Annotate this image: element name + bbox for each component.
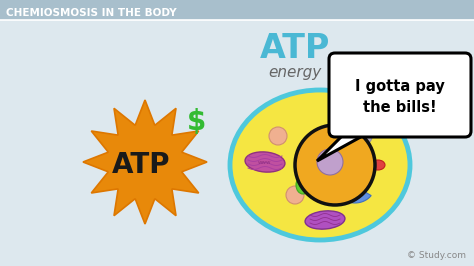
Bar <box>0 0 474 20</box>
Circle shape <box>286 186 304 204</box>
Text: ATP: ATP <box>260 31 330 64</box>
Polygon shape <box>317 128 377 161</box>
Circle shape <box>269 127 287 145</box>
Text: © Study.com: © Study.com <box>407 251 466 260</box>
Circle shape <box>317 149 343 175</box>
Text: CHEMIOSMOSIS IN THE BODY: CHEMIOSMOSIS IN THE BODY <box>6 8 177 18</box>
Text: www: www <box>258 160 272 164</box>
Ellipse shape <box>296 176 310 194</box>
Ellipse shape <box>371 160 385 170</box>
Bar <box>348 127 379 134</box>
Circle shape <box>295 125 375 205</box>
Text: $: $ <box>187 108 207 136</box>
Text: energy: energy <box>268 64 322 80</box>
Ellipse shape <box>348 128 372 147</box>
Ellipse shape <box>305 211 345 229</box>
Text: I gotta pay
the bills!: I gotta pay the bills! <box>355 79 445 115</box>
FancyBboxPatch shape <box>329 53 471 137</box>
Ellipse shape <box>245 152 285 172</box>
Polygon shape <box>83 100 207 224</box>
Text: ATP: ATP <box>112 151 170 179</box>
Ellipse shape <box>230 90 410 240</box>
Polygon shape <box>337 190 371 203</box>
